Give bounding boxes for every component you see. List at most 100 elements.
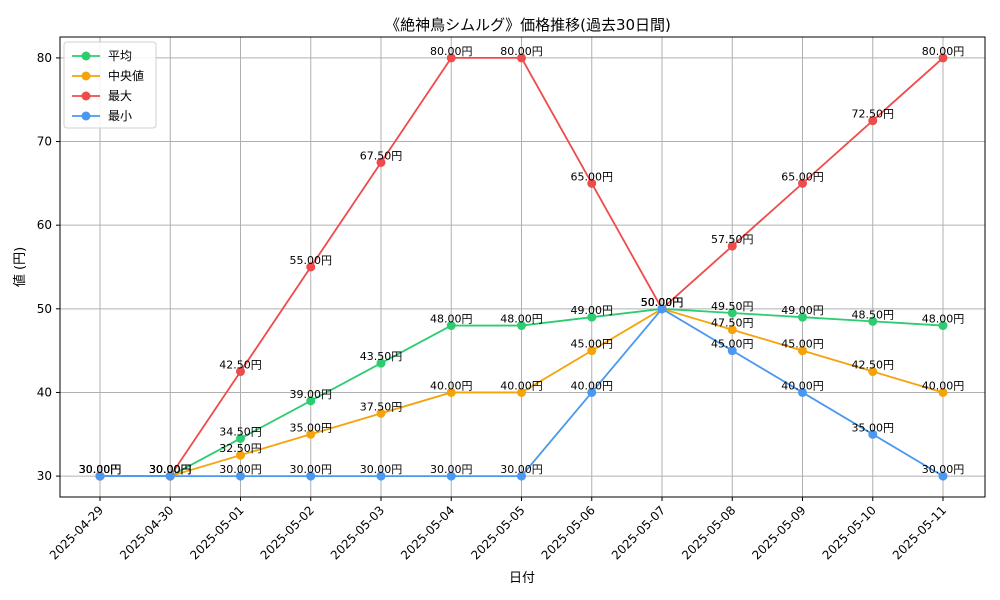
data-label: 34.50円 [219, 425, 262, 438]
data-label: 50.00円 [641, 296, 684, 309]
legend-marker [81, 71, 91, 81]
data-label: 30.00円 [360, 463, 403, 476]
data-point [517, 387, 526, 397]
data-point [446, 471, 456, 481]
grid [60, 37, 985, 497]
data-label: 32.50円 [219, 442, 262, 455]
data-point [938, 321, 948, 331]
x-tick-label: 2025-05-01 [187, 503, 246, 562]
data-label: 42.50円 [219, 359, 262, 372]
data-point [306, 262, 316, 272]
legend-marker [81, 51, 91, 61]
legend-marker [81, 111, 91, 121]
data-label: 30.00円 [149, 463, 192, 476]
x-tick-label: 2025-05-10 [820, 503, 879, 562]
data-point [446, 387, 456, 397]
data-label: 30.00円 [219, 463, 262, 476]
data-label: 57.50円 [711, 233, 754, 246]
data-point [798, 346, 807, 356]
data-label: 35.00円 [852, 421, 895, 434]
data-point [517, 53, 526, 63]
y-tick-label: 70 [37, 135, 52, 149]
x-tick-label: 2025-05-09 [749, 503, 808, 562]
data-point [587, 178, 597, 188]
data-point [938, 387, 948, 397]
data-point [376, 157, 386, 167]
data-point [727, 241, 737, 251]
x-tick-label: 2025-04-29 [47, 503, 106, 562]
data-label: 30.00円 [79, 463, 122, 476]
chart-title: 《絶神鳥シムルグ》価格推移(過去30日間) [385, 16, 671, 34]
y-tick-label: 40 [37, 385, 52, 399]
data-point [587, 387, 597, 397]
data-label: 40.00円 [500, 379, 543, 392]
series-layer [95, 53, 948, 481]
legend-label: 最小 [108, 109, 132, 123]
data-point [446, 53, 456, 63]
data-point [868, 429, 878, 439]
data-point [376, 358, 386, 368]
data-point [517, 321, 526, 331]
data-label: 35.00円 [290, 421, 333, 434]
legend-label: 中央値 [108, 68, 144, 83]
x-axis: 2025-04-29 2025-04-30 2025-05-01 2025-05-02… [47, 497, 949, 562]
data-point [868, 367, 878, 377]
data-point [657, 304, 667, 314]
legend-box [63, 41, 157, 129]
y-tick-label: 60 [37, 218, 52, 232]
data-point [306, 471, 316, 481]
data-point [938, 53, 948, 63]
data-point [727, 325, 737, 335]
y-axis: 30 40 50 60 70 80 [37, 51, 60, 483]
data-label: 50.00円 [641, 296, 684, 309]
data-label: 30.00円 [430, 463, 473, 476]
data-label: 30.00円 [149, 463, 192, 476]
data-point [868, 316, 878, 326]
data-label: 49.50円 [711, 300, 754, 313]
data-label: 48.00円 [430, 313, 473, 326]
data-label: 80.00円 [922, 45, 965, 58]
data-label: 49.00円 [571, 304, 614, 317]
data-point [798, 178, 807, 188]
data-label: 30.00円 [79, 463, 122, 476]
data-label: 30.00円 [149, 463, 192, 476]
data-label: 40.00円 [781, 379, 824, 392]
data-label: 45.00円 [571, 338, 614, 351]
x-axis-label: 日付 [509, 571, 535, 586]
legend-label: 平均 [108, 49, 132, 63]
data-point [727, 346, 737, 356]
data-point [587, 312, 597, 322]
x-tick-label: 2025-05-02 [258, 503, 317, 562]
data-point [798, 387, 807, 397]
data-label: 72.50円 [852, 108, 895, 121]
legend-marker [81, 91, 91, 101]
data-label: 65.00円 [571, 170, 614, 183]
data-label: 40.00円 [571, 379, 614, 392]
legend-label: 最大 [108, 89, 132, 103]
data-label: 50.00円 [641, 296, 684, 309]
data-label: 67.50円 [360, 149, 403, 162]
data-point [165, 471, 175, 481]
data-label: 30.00円 [500, 463, 543, 476]
data-label: 55.00円 [290, 254, 333, 267]
data-point [306, 429, 316, 439]
x-tick-label: 2025-05-11 [890, 503, 949, 562]
data-labels: 30.00円 30.00円 34.50円 39.00円 43.50円 48.00円 48.0… [79, 45, 965, 476]
x-tick-label: 2025-05-08 [679, 503, 738, 562]
data-label: 47.50円 [711, 317, 754, 330]
data-point [446, 321, 456, 331]
data-point [798, 312, 807, 322]
y-tick-label: 30 [37, 469, 52, 483]
data-label: 30.00円 [922, 463, 965, 476]
x-tick-label: 2025-05-07 [609, 503, 668, 562]
data-point [236, 450, 245, 460]
data-point [376, 408, 386, 418]
x-tick-label: 2025-05-05 [468, 503, 527, 562]
data-label: 43.50円 [360, 350, 403, 363]
data-label: 48.00円 [922, 313, 965, 326]
data-point [938, 471, 948, 481]
x-tick-label: 2025-04-30 [117, 503, 176, 562]
data-label: 37.50円 [360, 400, 403, 413]
data-point [727, 308, 737, 318]
